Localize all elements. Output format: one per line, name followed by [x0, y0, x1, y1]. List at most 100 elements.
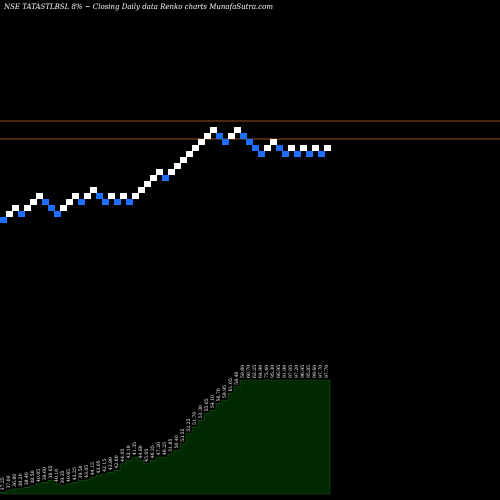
volume-value-label: 39.60: [42, 467, 48, 480]
volume-value-label: 40.05: [36, 469, 42, 482]
volume-value-label: 40.65: [66, 469, 72, 482]
renko-brick-up: [144, 181, 151, 187]
renko-brick-up: [36, 193, 43, 199]
volume-value-label: 38.40: [24, 472, 30, 485]
volume-value-label: 46.35: [150, 445, 156, 458]
renko-brick-down: [318, 151, 325, 157]
volume-value-label: 48.25: [162, 442, 168, 455]
renko-brick-down: [162, 175, 169, 181]
renko-brick-down: [102, 199, 109, 205]
volume-value-label: 54.10: [210, 395, 216, 408]
volume-area: [0, 379, 331, 495]
volume-value-label: 47.20: [156, 442, 162, 455]
volume-value-label: 41.35: [132, 442, 138, 455]
volume-value-label: 39.50: [78, 465, 84, 478]
volume-value-label: 43.05: [84, 465, 90, 478]
volume-value-label: 51.70: [192, 412, 198, 425]
volume-value-label: 42.15: [102, 459, 108, 472]
renko-brick-up: [30, 199, 37, 205]
renko-brick-up: [6, 211, 13, 217]
renko-brick-up: [66, 199, 73, 205]
volume-value-label: 58.40: [234, 371, 240, 384]
volume-value-label: 60.70: [246, 365, 252, 378]
renko-brick-up: [150, 175, 157, 181]
volume-value-label: 56.70: [216, 388, 222, 401]
volume-value-label: 95.85: [306, 365, 312, 378]
volume-labels: 37.25 37.00 36.80 38.20 38.40 38.50 40.05 39.60…: [0, 365, 330, 491]
renko-brick-down: [240, 133, 247, 139]
volume-value-label: 97.20: [294, 365, 300, 378]
volume-value-label: 52.25: [186, 418, 192, 431]
renko-brick-down: [0, 217, 7, 223]
renko-brick-up: [312, 145, 319, 151]
renko-brick-up: [228, 133, 235, 139]
volume-value-label: 42.25: [72, 467, 78, 480]
volume-value-label: 44.15: [90, 462, 96, 475]
renko-brick-up: [180, 157, 187, 163]
renko-brick-down: [54, 211, 61, 217]
renko-brick-up: [24, 205, 31, 211]
volume-value-label: 64.90: [258, 365, 264, 378]
volume-value-label: 44.05: [120, 449, 126, 462]
renko-brick-down: [216, 133, 223, 139]
renko-brick-down: [222, 139, 229, 145]
volume-area-path: [0, 379, 331, 495]
renko-brick-down: [114, 199, 121, 205]
renko-brick-up: [210, 127, 217, 133]
volume-value-label: 38.65: [48, 465, 54, 478]
volume-value-label: 59.80: [240, 365, 246, 378]
volume-value-label: 97.70: [318, 365, 324, 378]
renko-brick-up: [84, 193, 91, 199]
renko-brick-up: [108, 193, 115, 199]
volume-value-label: 42.60: [114, 455, 120, 468]
renko-brick-down: [78, 199, 85, 205]
renko-brick-up: [192, 145, 199, 151]
renko-brick-up: [120, 193, 127, 199]
volume-value-label: 72.40: [264, 365, 270, 378]
volume-value-label: 45.05: [144, 449, 150, 462]
volume-value-label: 53.30: [198, 405, 204, 418]
volume-value-label: 53.55: [180, 428, 186, 441]
volume-value-label: 38.20: [18, 473, 24, 486]
renko-brick-up: [300, 145, 307, 151]
level-lines: [0, 120, 500, 140]
renko-brick-up: [270, 139, 277, 145]
renko-brick-up: [288, 145, 295, 151]
renko-bricks: [0, 127, 331, 223]
volume-value-label: 62.25: [252, 365, 258, 378]
chart-title: NSE TATASTLBSL 8% ~ Closing Daily data R…: [3, 3, 273, 11]
volume-value-label: 40.10: [54, 469, 60, 482]
volume-value-label: 66.95: [276, 365, 282, 378]
renko-brick-up: [264, 145, 271, 151]
volume-value-label: 97.05: [288, 365, 294, 378]
renko-brick-up: [168, 169, 175, 175]
volume-value-label: 96.95: [300, 365, 306, 378]
renko-brick-down: [246, 139, 253, 145]
volume-value-label: 95.30: [270, 365, 276, 378]
renko-brick-down: [42, 199, 49, 205]
renko-brick-up: [12, 205, 19, 211]
volume-value-label: 39.35: [60, 470, 66, 483]
volume-value-label: 97.70: [324, 365, 330, 378]
renko-brick-up: [198, 139, 205, 145]
volume-value-label: 37.00: [6, 475, 12, 488]
renko-brick-up: [324, 145, 331, 151]
volume-value-label: 50.40: [174, 435, 180, 448]
volume-value-label: 51.85: [168, 439, 174, 452]
renko-brick-up: [156, 169, 163, 175]
renko-brick-up: [186, 151, 193, 157]
renko-brick-up: [204, 133, 211, 139]
renko-brick-up: [90, 187, 97, 193]
volume-value-label: 59.95: [222, 385, 228, 398]
volume-value-label: 44.60: [138, 445, 144, 458]
renko-brick-up: [60, 205, 67, 211]
renko-brick-down: [282, 151, 289, 157]
renko-brick-down: [96, 193, 103, 199]
renko-brick-down: [294, 151, 301, 157]
renko-brick-down: [258, 151, 265, 157]
renko-brick-up: [234, 127, 241, 133]
renko-brick-down: [48, 205, 55, 211]
renko-brick-down: [276, 145, 283, 151]
renko-brick-up: [138, 187, 145, 193]
